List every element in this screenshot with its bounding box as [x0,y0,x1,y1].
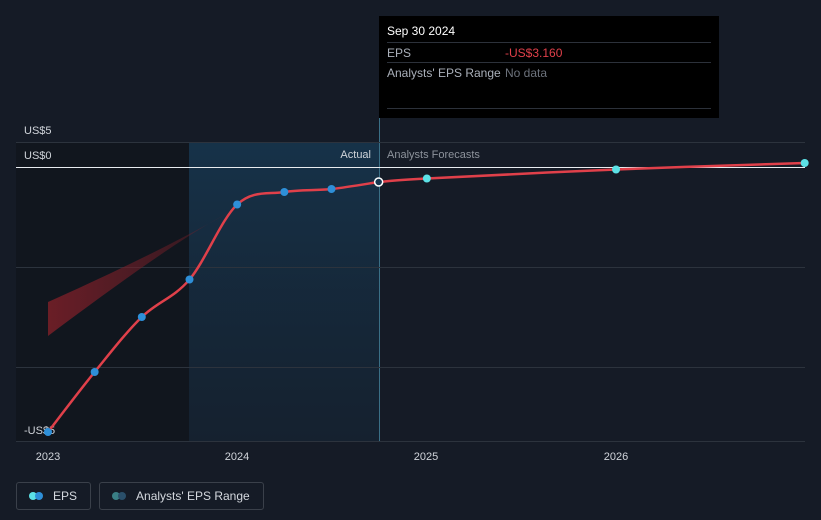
x-tick-label: 2024 [225,451,249,463]
tooltip: Sep 30 2024 EPS -US$3.160 Analysts' EPS … [379,16,719,118]
tooltip-date: Sep 30 2024 [387,24,456,38]
eps-forecast-point[interactable] [800,159,809,167]
eps-legend-icon [29,492,45,500]
tooltip-range-label: Analysts' EPS Range [387,66,501,80]
eps-forecast-point[interactable] [422,174,431,183]
tooltip-row-range: Analysts' EPS Range No data [387,62,711,82]
tooltip-row-eps: EPS -US$3.160 [387,42,711,62]
tooltip-eps-label: EPS [387,46,412,60]
y-tick-label: US$0 [24,150,52,162]
legend: EPS Analysts' EPS Range [16,482,264,510]
eps-series [44,159,809,436]
y-tick-label: US$5 [24,125,52,137]
eps-actual-point[interactable] [373,177,384,187]
range-legend-icon [112,492,128,500]
legend-item-eps[interactable]: EPS [16,482,92,510]
legend-label: Analysts' EPS Range [136,489,250,503]
eps-actual-point[interactable] [185,275,194,284]
tooltip-divider [387,108,711,109]
actual-label: Actual [340,149,371,161]
eps-actual-point[interactable] [137,313,146,321]
legend-label: EPS [53,489,78,503]
x-tick-label: 2023 [36,451,60,463]
tooltip-eps-value: -US$3.160 [505,46,563,60]
eps-actual-point[interactable] [233,200,242,209]
eps-forecast-point[interactable] [612,165,621,174]
forecast-label: Analysts Forecasts [387,149,480,161]
eps-forecast-line [378,161,805,184]
eps-actual-point[interactable] [327,185,336,193]
x-tick-label: 2025 [414,451,438,463]
eps-actual-point[interactable] [90,368,99,376]
x-tick-label: 2026 [604,451,628,463]
eps-actual-point[interactable] [280,188,289,196]
tooltip-range-value: No data [505,66,548,80]
eps-actual-point[interactable] [44,428,52,436]
legend-item-analysts-range[interactable]: Analysts' EPS Range [99,482,264,510]
